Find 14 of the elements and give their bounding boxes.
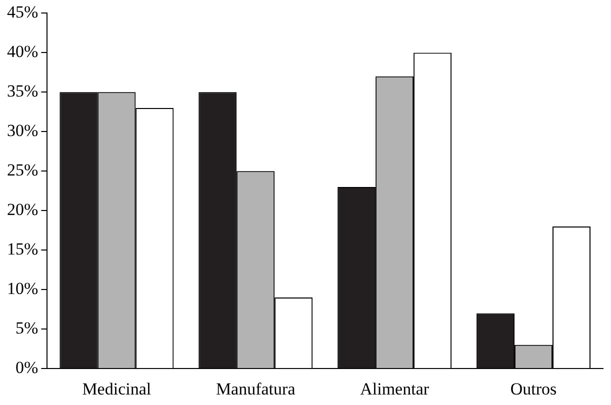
y-tick-label: 15%	[6, 240, 38, 259]
y-tick-label: 5%	[15, 318, 38, 338]
y-tick-label: 45%	[6, 2, 38, 22]
y-tick-label: 25%	[6, 160, 38, 180]
x-tick-label: Medicinal	[82, 379, 152, 398]
y-tick-label: 10%	[6, 279, 38, 298]
x-tick-label: Manufatura	[216, 379, 296, 398]
x-tick-label: Outros	[510, 379, 557, 398]
y-tick-label: 30%	[6, 121, 38, 140]
y-tick-label: 20%	[6, 200, 38, 220]
y-tick-label: 35%	[6, 82, 38, 101]
y-tick-label: 0%	[15, 358, 38, 378]
y-tick-label: 40%	[6, 42, 38, 62]
x-tick-label: Alimentar	[360, 379, 430, 398]
